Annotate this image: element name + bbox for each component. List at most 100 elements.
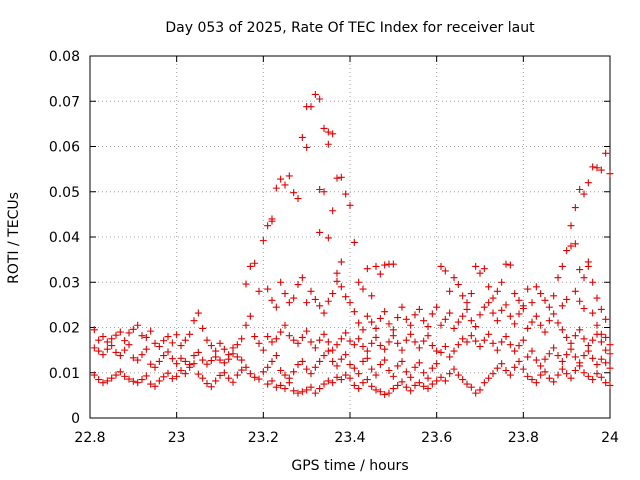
- data-point: [376, 342, 384, 350]
- data-point: [524, 285, 532, 293]
- data-point: [316, 336, 324, 344]
- data-point: [389, 332, 397, 340]
- data-point: [415, 379, 423, 387]
- data-point: [108, 342, 116, 350]
- data-point: [355, 319, 363, 327]
- data-point: [506, 312, 514, 320]
- data-point: [225, 374, 233, 382]
- data-point: [385, 389, 393, 397]
- data-point: [402, 315, 410, 323]
- data-point: [290, 294, 298, 302]
- data-point: [181, 370, 189, 378]
- data-point: [212, 377, 220, 385]
- data-point: [320, 380, 328, 388]
- data-point: [337, 335, 345, 343]
- data-point: [567, 374, 575, 382]
- data-point: [545, 317, 553, 325]
- data-point: [428, 310, 436, 318]
- data-point: [346, 337, 354, 345]
- data-point: [203, 380, 211, 388]
- data-point: [350, 308, 358, 316]
- data-point: [164, 369, 172, 377]
- data-point: [90, 371, 98, 379]
- data-point: [255, 287, 263, 295]
- data-point: [389, 372, 397, 380]
- data-point: [363, 312, 371, 320]
- data-point: [554, 371, 562, 379]
- data-point: [190, 317, 198, 325]
- data-point: [459, 376, 467, 384]
- data-point: [563, 247, 571, 255]
- data-point: [558, 326, 566, 334]
- data-point: [532, 283, 540, 291]
- data-point: [606, 364, 614, 372]
- data-point: [394, 381, 402, 389]
- data-point: [311, 344, 319, 352]
- data-point: [376, 361, 384, 369]
- data-point: [606, 350, 614, 358]
- data-point: [121, 372, 129, 380]
- data-point: [450, 274, 458, 282]
- data-point: [571, 353, 579, 361]
- data-point: [485, 330, 493, 338]
- data-point: [203, 336, 211, 344]
- data-point: [463, 299, 471, 307]
- data-point: [433, 303, 441, 311]
- data-point: [329, 346, 337, 354]
- data-point: [372, 324, 380, 332]
- data-point: [329, 207, 337, 215]
- data-point: [563, 333, 571, 341]
- data-point: [103, 377, 111, 385]
- data-point: [363, 347, 371, 355]
- data-point: [498, 338, 506, 346]
- y-tick-label: 0: [71, 411, 80, 427]
- data-point: [125, 375, 133, 383]
- data-point: [567, 339, 575, 347]
- data-point: [480, 303, 488, 311]
- data-point: [324, 338, 332, 346]
- data-point: [450, 347, 458, 355]
- data-point: [593, 330, 601, 338]
- data-point: [112, 331, 120, 339]
- data-point: [190, 352, 198, 360]
- data-point: [281, 371, 289, 379]
- data-point: [320, 352, 328, 360]
- data-point: [138, 351, 146, 359]
- data-point: [606, 381, 614, 389]
- data-point: [528, 347, 536, 355]
- data-point: [589, 163, 597, 171]
- data-point: [571, 366, 579, 374]
- data-point: [372, 386, 380, 394]
- data-point: [337, 376, 345, 384]
- data-point: [515, 310, 523, 318]
- data-point: [290, 387, 298, 395]
- data-point: [571, 287, 579, 295]
- x-tick-label: 22.8: [74, 430, 105, 446]
- data-point: [246, 312, 254, 320]
- y-tick-label: 0.06: [49, 140, 80, 156]
- data-point: [121, 346, 129, 354]
- data-point: [264, 380, 272, 388]
- data-point: [259, 237, 267, 245]
- data-point: [281, 181, 289, 189]
- data-point: [437, 321, 445, 329]
- data-point: [311, 389, 319, 397]
- data-point: [459, 312, 467, 320]
- data-point: [441, 267, 449, 275]
- data-point: [216, 371, 224, 379]
- data-point: [199, 356, 207, 364]
- data-point: [272, 184, 280, 192]
- data-point: [264, 222, 272, 230]
- data-point: [355, 385, 363, 393]
- data-point: [589, 354, 597, 362]
- data-point: [528, 318, 536, 326]
- data-point: [584, 262, 592, 270]
- data-point: [571, 240, 579, 248]
- data-point: [168, 355, 176, 363]
- data-point: [103, 345, 111, 353]
- data-point: [519, 304, 527, 312]
- data-point: [324, 234, 332, 242]
- data-point: [303, 386, 311, 394]
- data-point: [480, 379, 488, 387]
- data-point: [446, 287, 454, 295]
